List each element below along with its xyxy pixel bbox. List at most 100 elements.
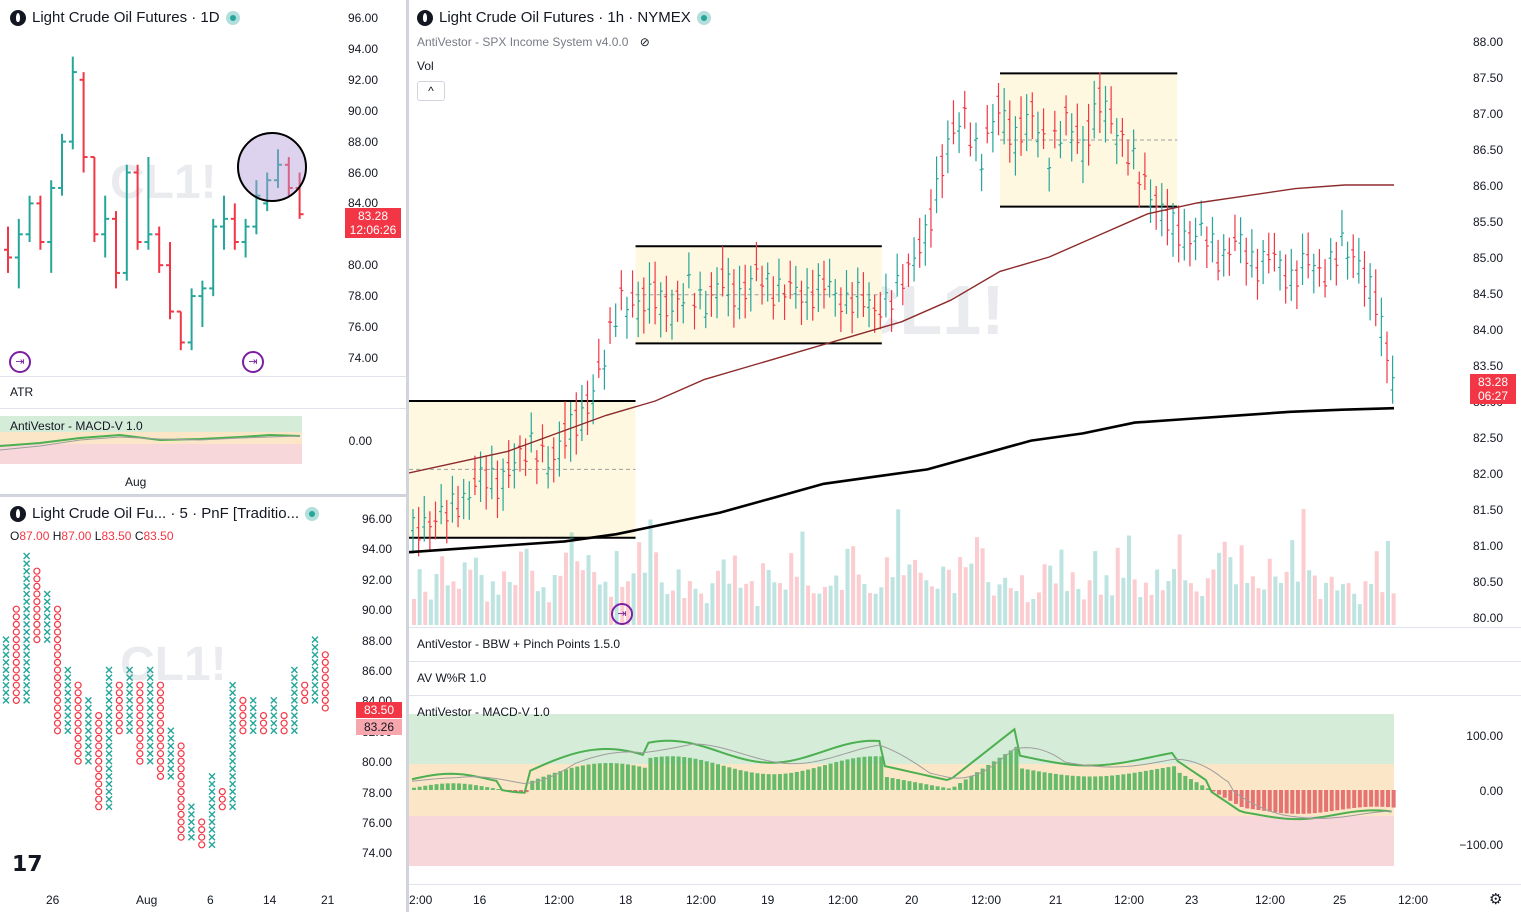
hourly-macd-label[interactable]: AntiVestor - MACD-V 1.0 bbox=[417, 705, 550, 719]
price-tick-label: 87.00 bbox=[1472, 107, 1503, 121]
time-tick-label: 12:00 bbox=[971, 893, 1002, 907]
daily-macd-label[interactable]: AntiVestor - MACD-V 1.0 bbox=[10, 419, 143, 433]
hourly-macd-chart[interactable] bbox=[409, 700, 1399, 870]
time-tick-label: 12:00 bbox=[1255, 893, 1286, 907]
pnf-column bbox=[239, 696, 247, 735]
daily-chart-pane[interactable]: Light Crude Oil Futures · 1D CL1! 96.00 9… bbox=[0, 0, 406, 494]
ohlc-bar bbox=[47, 180, 56, 273]
pnf-column bbox=[177, 742, 185, 841]
daily-countdown: 12:06:26 bbox=[349, 223, 397, 237]
price-tick-label: 86.00 bbox=[1472, 179, 1503, 193]
price-tick-label: 82.00 bbox=[1472, 467, 1503, 481]
crude-oil-icon bbox=[10, 9, 26, 26]
pnf-column bbox=[53, 605, 62, 735]
replay-icon[interactable]: ⇥ bbox=[242, 351, 264, 373]
price-tick-label: 86.50 bbox=[1472, 143, 1503, 157]
price-tick-label: 76.00 bbox=[361, 816, 392, 830]
pane-divider[interactable] bbox=[406, 0, 409, 912]
ohlc-bar bbox=[155, 226, 164, 273]
hourly-chart-title[interactable]: Light Crude Oil Futures · 1h · NYMEX bbox=[439, 9, 691, 26]
time-axis-border bbox=[409, 884, 1521, 885]
time-tick-label: 16 bbox=[473, 893, 487, 907]
price-tick-label: 88.00 bbox=[347, 134, 378, 149]
pnf-column bbox=[126, 666, 134, 735]
price-tick-label: 94.00 bbox=[361, 542, 392, 557]
market-status-icon[interactable] bbox=[696, 10, 711, 25]
time-tick-label: Aug bbox=[136, 893, 158, 907]
ohlc-bar bbox=[274, 149, 282, 188]
pnf-column bbox=[270, 696, 278, 735]
consolidation-zone[interactable] bbox=[409, 400, 636, 539]
macd-tick: 100.00 bbox=[1466, 729, 1503, 743]
pnf-column bbox=[280, 712, 288, 735]
time-tick-label: 21 bbox=[1049, 893, 1063, 907]
price-tick-label: 92.00 bbox=[361, 572, 392, 587]
pnf-column bbox=[95, 712, 103, 811]
pnf-column bbox=[290, 666, 298, 735]
time-tick-label: 21 bbox=[321, 893, 335, 907]
hourly-countdown: 06:27 bbox=[1477, 389, 1509, 403]
price-tick-label: 80.50 bbox=[1472, 575, 1503, 589]
spx-indicator-label[interactable]: AntiVestor - SPX Income System v4.0.0 ⊘ bbox=[417, 35, 650, 49]
pnf-column bbox=[33, 567, 41, 644]
hourly-chart-title-row[interactable]: Light Crude Oil Futures · 1h · NYMEX bbox=[417, 9, 711, 26]
pnf-price-badge: 83.26 bbox=[356, 719, 402, 735]
hourly-price-chart[interactable] bbox=[409, 0, 1409, 630]
replay-icon[interactable]: ⇥ bbox=[9, 351, 31, 373]
tradingview-logo[interactable]: 𝟭𝟳 bbox=[12, 851, 43, 876]
market-status-icon[interactable] bbox=[225, 10, 240, 25]
eye-off-icon[interactable]: ⊘ bbox=[639, 35, 650, 49]
bbw-indicator-label[interactable]: AntiVestor - BBW + Pinch Points 1.5.0 bbox=[417, 637, 621, 651]
price-tick-label: 90.00 bbox=[361, 603, 392, 618]
ohlc-bar bbox=[90, 156, 99, 243]
price-tick-label: 78.00 bbox=[347, 289, 378, 304]
pnf-column bbox=[321, 651, 329, 712]
price-tick-label: 74.00 bbox=[347, 350, 378, 365]
pnf-chart-pane[interactable]: Light Crude Oil Fu... · 5 · PnF [Traditi… bbox=[0, 497, 406, 912]
daily-macd-zones bbox=[0, 416, 302, 464]
pnf-column bbox=[136, 681, 144, 765]
time-tick-label: 12:00 bbox=[1398, 893, 1429, 907]
volume-label[interactable]: Vol bbox=[417, 59, 434, 73]
price-tick-label: 88.00 bbox=[361, 633, 392, 648]
price-tick-label: 82.50 bbox=[1472, 431, 1503, 445]
time-tick-label: 2:00 bbox=[409, 893, 433, 907]
hourly-chart-pane[interactable]: Light Crude Oil Futures · 1h · NYMEX Ant… bbox=[409, 0, 1521, 912]
highlight-circle[interactable] bbox=[237, 132, 307, 202]
wr-indicator-label[interactable]: AV W%R 1.0 bbox=[417, 671, 487, 685]
price-tick-label: 88.00 bbox=[1472, 35, 1503, 49]
pnf-column bbox=[218, 788, 226, 811]
price-tick-label: 94.00 bbox=[347, 41, 378, 56]
market-status-icon[interactable] bbox=[305, 506, 320, 521]
pnf-chart-title-row[interactable]: Light Crude Oil Fu... · 5 · PnF [Traditi… bbox=[10, 505, 320, 522]
pnf-column bbox=[259, 712, 268, 735]
crude-oil-icon bbox=[417, 9, 433, 26]
chevron-up-icon[interactable]: ^ bbox=[417, 81, 445, 101]
time-tick-label: 26 bbox=[46, 893, 60, 907]
replay-icon[interactable]: ⇥ bbox=[611, 603, 633, 625]
pnf-columns[interactable] bbox=[0, 497, 345, 857]
pnf-price-badge: 83.50 bbox=[356, 702, 402, 718]
pane-separator bbox=[409, 695, 1521, 696]
ohlc-bar bbox=[101, 195, 110, 258]
price-tick-label: 85.00 bbox=[1472, 251, 1503, 265]
daily-chart-title[interactable]: Light Crude Oil Futures · 1D bbox=[32, 9, 220, 26]
ohlc-bar bbox=[252, 180, 261, 235]
price-tick-label: 81.00 bbox=[1472, 539, 1503, 553]
time-tick-label: 6 bbox=[207, 893, 214, 907]
pnf-column bbox=[64, 666, 72, 735]
ohlc-bar bbox=[58, 133, 66, 196]
pane-divider[interactable] bbox=[0, 494, 406, 497]
pnf-chart-title[interactable]: Light Crude Oil Fu... · 5 · PnF [Traditi… bbox=[32, 505, 300, 522]
price-tick-label: 90.00 bbox=[347, 103, 378, 118]
daily-chart-title-row[interactable]: Light Crude Oil Futures · 1D bbox=[10, 9, 240, 26]
atr-label[interactable]: ATR bbox=[10, 385, 34, 399]
ohlc-bar bbox=[133, 164, 142, 250]
pnf-column bbox=[84, 696, 92, 765]
gear-icon[interactable]: ⚙ bbox=[1489, 891, 1503, 908]
ohlc-bar bbox=[36, 195, 45, 250]
daily-price-bars[interactable] bbox=[0, 0, 330, 380]
ohlc-bar bbox=[230, 203, 239, 250]
ohlc-bar bbox=[14, 218, 23, 289]
time-tick-label: 23 bbox=[1185, 893, 1199, 907]
